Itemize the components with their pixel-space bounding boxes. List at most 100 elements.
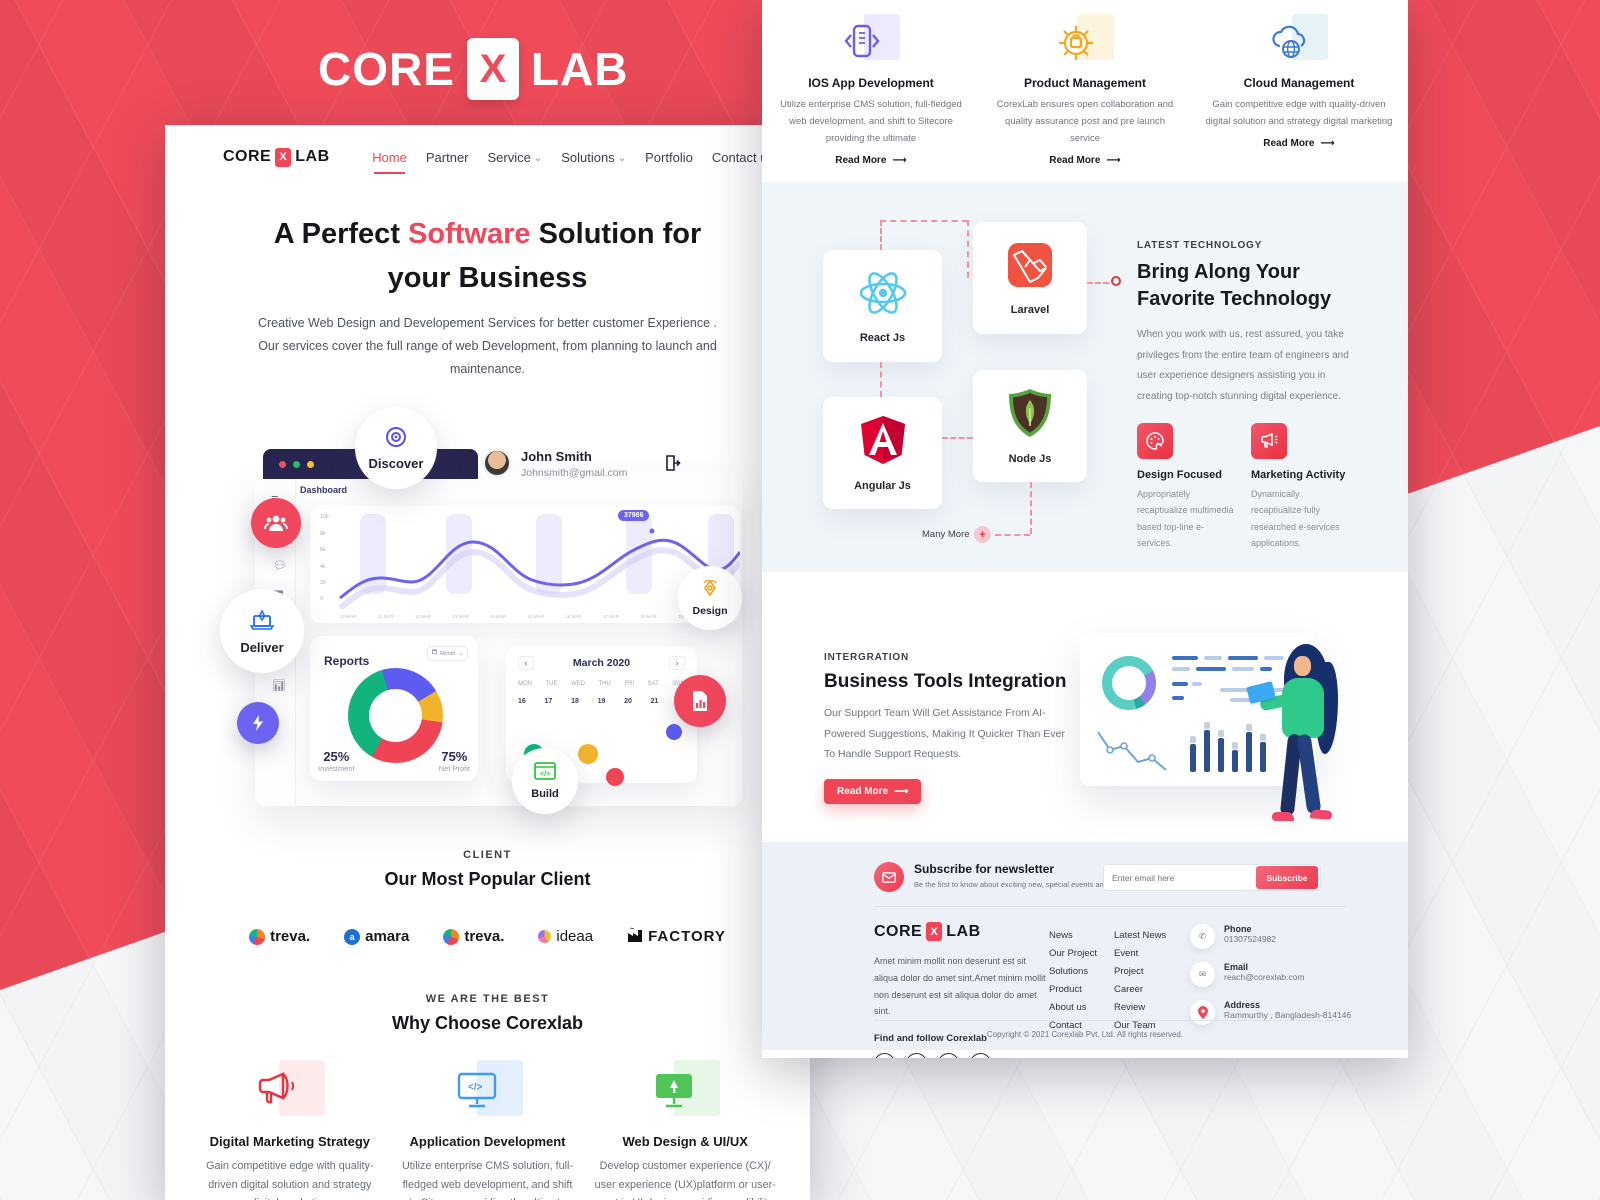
megaphone-icon	[1251, 423, 1287, 460]
nav-item-partner[interactable]: Partner	[425, 149, 469, 165]
connector-line	[880, 220, 968, 223]
connector-line	[880, 362, 882, 398]
clients-section: CLIENT Our Most Popular Client treva. a …	[165, 849, 810, 947]
why-card-digital-marketing: Digital Marketing Strategy Gain competit…	[199, 1060, 381, 1200]
feature-desc: Gain competitive edge with quality-drive…	[1205, 99, 1393, 128]
read-more-button[interactable]: Read More ⟶	[824, 778, 922, 804]
footer-link-our-team[interactable]: Our Team	[1114, 1020, 1156, 1032]
why-card-desc: Gain competitive edge with quality-drive…	[206, 1160, 374, 1200]
chart-y-axis: 10k 8k 6k 4k 2k 0	[320, 514, 329, 603]
calendar-prev-button[interactable]: ‹	[518, 656, 534, 671]
report-doc-icon	[674, 675, 726, 728]
code-monitor-icon: </>	[453, 1060, 523, 1120]
clients-title: Our Most Popular Client	[384, 869, 591, 890]
window-dot-yellow	[307, 460, 314, 468]
user-email: Johnsmith@gmail.com	[521, 466, 628, 479]
footer-logo: CORE X LAB	[874, 922, 981, 942]
team-icon	[251, 498, 301, 549]
plus-icon[interactable]: +	[974, 526, 991, 544]
bar-chart-icon: 📊︎	[272, 680, 286, 693]
subscribe-button[interactable]: Subscribe	[1256, 866, 1318, 890]
user-profile: John Smith Johnsmith@gmail.com	[483, 447, 627, 479]
nav-item-home[interactable]: Home	[372, 149, 407, 174]
hero-title: A Perfect Software Solution for your Bus…	[273, 218, 702, 294]
feature-title: Product Management	[1023, 76, 1146, 90]
newsletter-subtitle: Be the first to know about exciting new,…	[914, 880, 1150, 890]
email-input[interactable]	[1104, 872, 1256, 883]
footer-about: CORE X LAB Amet minim mollit non deserun…	[874, 922, 1046, 1058]
nav-item-portfolio[interactable]: Portfolio	[645, 149, 693, 165]
leaf-shield-icon	[1007, 388, 1053, 443]
client-logo-treva2: treva.	[443, 928, 504, 945]
hero-subtitle: Creative Web Design and Developement Ser…	[257, 316, 717, 377]
read-more-link[interactable]: Read More ⟶	[835, 155, 907, 167]
target-icon	[385, 426, 407, 453]
analytics-chart-card: 10k 8k 6k 4k 2k 0 37986 10 MAR 11 MAR 12 M	[310, 506, 740, 624]
logo-text-lab: LAB	[295, 148, 330, 165]
instagram-icon[interactable]: ◎	[906, 1052, 927, 1058]
technology-paragraph: When you work with us, rest assured, you…	[1137, 329, 1349, 402]
footer-links-primary: News Our Project Solutions Product About…	[1049, 930, 1097, 1031]
nav-item-contact[interactable]: Contact us	[711, 149, 774, 165]
factory-icon: ~	[627, 926, 643, 947]
deliver-badge: Deliver	[220, 589, 304, 674]
footer-link-contact[interactable]: Contact	[1049, 1020, 1082, 1032]
feature-desc: CorexLab ensures open collaboration and …	[996, 99, 1174, 145]
read-more-link[interactable]: Read More ⟶	[1049, 155, 1121, 167]
calendar-next-button[interactable]: ›	[668, 656, 685, 671]
mini-card-design-focused: Design Focused Appropriately recaptiuali…	[1137, 423, 1237, 551]
connector-line	[880, 220, 882, 251]
integration-section: INTERGRATION Business Tools Integration …	[762, 572, 1408, 843]
feature-desc: Utilize enterprise CMS solution, full-fl…	[780, 99, 962, 145]
net-profit-stat: 75% Net Profit	[438, 748, 470, 774]
nav-item-solutions[interactable]: Solutions ⌄	[561, 149, 627, 165]
month-filter-dropdown[interactable]: 🗖︎ Month ⌄	[426, 646, 468, 662]
read-more-link[interactable]: Read More ⟶	[1263, 138, 1335, 150]
why-card-desc: Utilize enterprise CMS solution, full-fl…	[402, 1160, 574, 1200]
event-dot-blue	[666, 724, 682, 741]
footer-link-project[interactable]: Project	[1114, 966, 1144, 978]
linkedin-icon[interactable]: in	[938, 1052, 959, 1058]
svg-text:</>: </>	[540, 771, 550, 778]
ideaa-bulb-icon	[538, 930, 552, 944]
mini-card-desc: Appropriately recaptiualize multimedia b…	[1137, 489, 1234, 548]
megaphone-icon	[255, 1060, 325, 1120]
connector-endpoint-ring	[1111, 276, 1121, 287]
feature-title: Cloud Management	[1243, 76, 1355, 90]
footer-contact: ✆ Phone 01307524982 ✉ Email reach@corexlab…	[1190, 924, 1351, 1026]
footer-link-latest-news[interactable]: Latest News	[1114, 930, 1167, 942]
client-logo-factory: ~ FACTORY	[627, 926, 726, 947]
footer-link-solutions[interactable]: Solutions	[1049, 966, 1089, 978]
footer-link-product[interactable]: Product	[1049, 984, 1082, 996]
twitter-icon[interactable]: ➤	[970, 1052, 991, 1058]
palette-icon	[1137, 423, 1173, 460]
footer-link-review[interactable]: Review	[1114, 1002, 1146, 1014]
footer-link-news[interactable]: News	[1049, 930, 1073, 942]
footer-link-about-us[interactable]: About us	[1049, 1002, 1087, 1014]
hero-section: A Perfect Software Solution for your Bus…	[165, 213, 810, 381]
cloud-globe-icon	[1270, 14, 1328, 66]
chart-x-axis: 10 MAR 11 MAR 12 MAR 13 MAR 14 MAR 15 MAR 1…	[340, 614, 732, 620]
woman-illustration	[1246, 644, 1364, 834]
why-choose-section: WE ARE THE BEST Why Choose Corexlab Digi…	[165, 993, 810, 1200]
footer-about-text: Amet minim mollit non deserunt est sit a…	[874, 956, 1046, 1017]
technology-label: LATEST TECHNOLOGY	[1137, 240, 1263, 252]
footer-link-our-project[interactable]: Our Project	[1049, 948, 1098, 960]
site-logo[interactable]: CORE X LAB	[223, 147, 330, 167]
launch-laptop-icon	[249, 608, 275, 637]
window-dot-red	[279, 460, 286, 468]
newsletter-text: Subscribe for newsletter Be the first to…	[914, 862, 1150, 889]
feature-product-management: Product Management CorexLab ensures open…	[991, 14, 1179, 168]
why-card-desc: Develop customer experience (CX)/ user e…	[594, 1160, 776, 1200]
divider	[874, 1020, 1346, 1022]
react-icon	[857, 269, 909, 322]
line-chart	[338, 528, 740, 611]
nav-item-service[interactable]: Service ⌄	[487, 149, 543, 165]
treva-icon	[443, 928, 460, 945]
footer-link-event[interactable]: Event	[1114, 948, 1139, 960]
footer-link-career[interactable]: Career	[1114, 984, 1144, 996]
facebook-icon[interactable]: f	[874, 1052, 895, 1058]
client-logo-row: treva. a amara treva. ideaa ~ FACTORY	[165, 926, 810, 947]
